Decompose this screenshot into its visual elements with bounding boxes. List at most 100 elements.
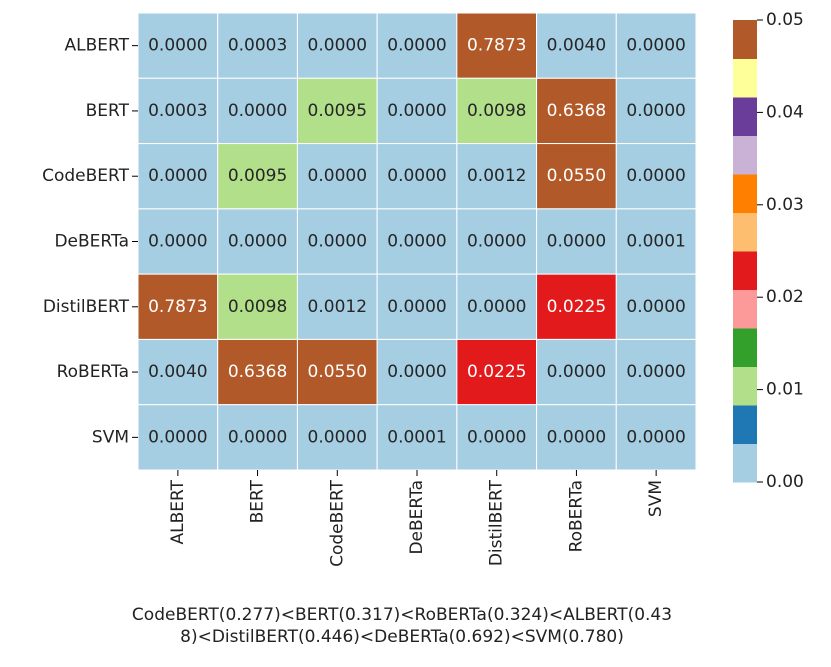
- cell-label: 0.0000: [547, 232, 606, 252]
- cell-label: 0.0000: [308, 232, 367, 252]
- cell-label: 0.0040: [547, 36, 606, 56]
- cell-label: 0.0550: [308, 362, 367, 382]
- cell-label: 0.0000: [148, 427, 207, 447]
- colorbar-tick-label: 0.01: [766, 380, 804, 400]
- colorbar-segment: [733, 97, 757, 136]
- cell-label: 0.0000: [308, 427, 367, 447]
- heatmap-cell: [296, 338, 378, 406]
- heatmap-cell: [137, 12, 219, 79]
- x-tick-label: DeBERTa: [407, 480, 427, 555]
- colorbar-segment: [733, 328, 757, 367]
- cell-label: 0.0550: [547, 166, 606, 186]
- y-tick-label: CodeBERT: [42, 166, 130, 186]
- cell-label: 0.0225: [547, 297, 606, 317]
- colorbar-tick-label: 0.02: [766, 287, 804, 307]
- colorbar-segment: [733, 20, 757, 59]
- heatmap-cell: [217, 12, 298, 79]
- y-tick-label: DeBERTa: [54, 232, 129, 252]
- cell-label: 0.0000: [387, 362, 446, 382]
- x-tick-label: CodeBERT: [327, 479, 347, 567]
- colorbar-segment: [733, 135, 757, 175]
- heatmap-cell: [376, 208, 458, 275]
- colorbar-segment: [733, 58, 757, 98]
- heatmap-cell: [456, 77, 538, 145]
- colorbar-segment: [733, 405, 757, 444]
- cell-label: 0.0000: [467, 427, 526, 447]
- heatmap-cell: [137, 404, 219, 471]
- cell-label: 0.0000: [228, 427, 287, 447]
- heatmap-cell: [296, 273, 378, 340]
- cell-label: 0.0000: [626, 362, 685, 382]
- colorbar-segment: [733, 212, 757, 252]
- colorbar-segment: [733, 174, 757, 213]
- heatmap-cell: [615, 208, 697, 275]
- cell-label: 0.0000: [547, 427, 606, 447]
- cell-label: 0.6368: [547, 101, 606, 121]
- cell-label: 0.0000: [626, 166, 685, 186]
- heatmap-cell: [296, 143, 378, 210]
- x-tick-label: SVM: [646, 480, 666, 517]
- cell-label: 0.0000: [148, 166, 207, 186]
- heatmap-cell: [536, 143, 617, 210]
- heatmap-cell: [296, 77, 378, 145]
- cell-label: 0.0000: [387, 101, 446, 121]
- cell-label: 0.0000: [148, 232, 207, 252]
- cell-label: 0.0012: [467, 166, 526, 186]
- y-tick-label: DistilBERT: [43, 297, 130, 317]
- cell-label: 0.0095: [228, 166, 287, 186]
- cell-label: 0.0000: [626, 297, 685, 317]
- heatmap-cell: [137, 208, 219, 275]
- cell-label: 0.0000: [387, 36, 446, 56]
- heatmap-cell: [137, 273, 219, 340]
- y-tick-label: RoBERTa: [57, 362, 129, 382]
- heatmap-cell: [376, 12, 458, 79]
- heatmap-cell: [296, 404, 378, 471]
- cell-label: 0.0098: [228, 297, 287, 317]
- y-tick-label: SVM: [92, 427, 129, 447]
- cell-label: 0.0000: [467, 297, 526, 317]
- cell-label: 0.0000: [626, 36, 685, 56]
- cell-label: 0.0001: [626, 232, 685, 252]
- cell-label: 0.0000: [467, 232, 526, 252]
- x-tick-label: DistilBERT: [487, 479, 507, 566]
- heatmap-cell: [137, 338, 219, 406]
- heatmap-cell: [217, 143, 298, 210]
- cell-label: 0.0040: [148, 362, 207, 382]
- y-tick-label: ALBERT: [65, 36, 130, 56]
- cell-label: 0.0000: [387, 166, 446, 186]
- colorbar-segment: [733, 366, 757, 406]
- x-tick-label: ALBERT: [168, 479, 188, 544]
- x-axis-label: CodeBERT(0.277)<BERT(0.317)<RoBERTa(0.32…: [132, 605, 672, 625]
- colorbar-tick-label: 0.04: [766, 102, 804, 122]
- x-tick-label: RoBERTa: [566, 480, 586, 552]
- cell-label: 0.0000: [387, 232, 446, 252]
- cell-label: 0.0000: [228, 101, 287, 121]
- cell-label: 0.0000: [387, 297, 446, 317]
- heatmap-cell: [536, 208, 617, 275]
- heatmap-cell: [376, 404, 458, 471]
- heatmap-cell: [217, 338, 298, 406]
- x-tick-label: BERT: [248, 479, 268, 523]
- heatmap-cell: [615, 404, 697, 471]
- colorbar-segment: [733, 289, 757, 329]
- cell-label: 0.0225: [467, 362, 526, 382]
- cell-label: 0.0000: [626, 101, 685, 121]
- y-tick-label: BERT: [86, 101, 130, 121]
- heatmap-cell: [376, 338, 458, 406]
- heatmap-cell: [615, 273, 697, 340]
- cell-label: 0.7873: [467, 36, 526, 56]
- cell-label: 0.0095: [308, 101, 367, 121]
- heatmap-cell: [615, 143, 697, 210]
- colorbar-tick-label: 0.00: [766, 472, 804, 492]
- heatmap-cell: [217, 208, 298, 275]
- heatmap-cell: [456, 338, 538, 406]
- colorbar-segment: [733, 443, 757, 483]
- cell-label: 0.0003: [148, 101, 207, 121]
- colorbar-tick-label: 0.03: [766, 195, 804, 215]
- cell-label: 0.0000: [626, 427, 685, 447]
- cell-label: 0.0000: [228, 232, 287, 252]
- cell-label: 0.0000: [547, 362, 606, 382]
- heatmap-cell: [376, 143, 458, 210]
